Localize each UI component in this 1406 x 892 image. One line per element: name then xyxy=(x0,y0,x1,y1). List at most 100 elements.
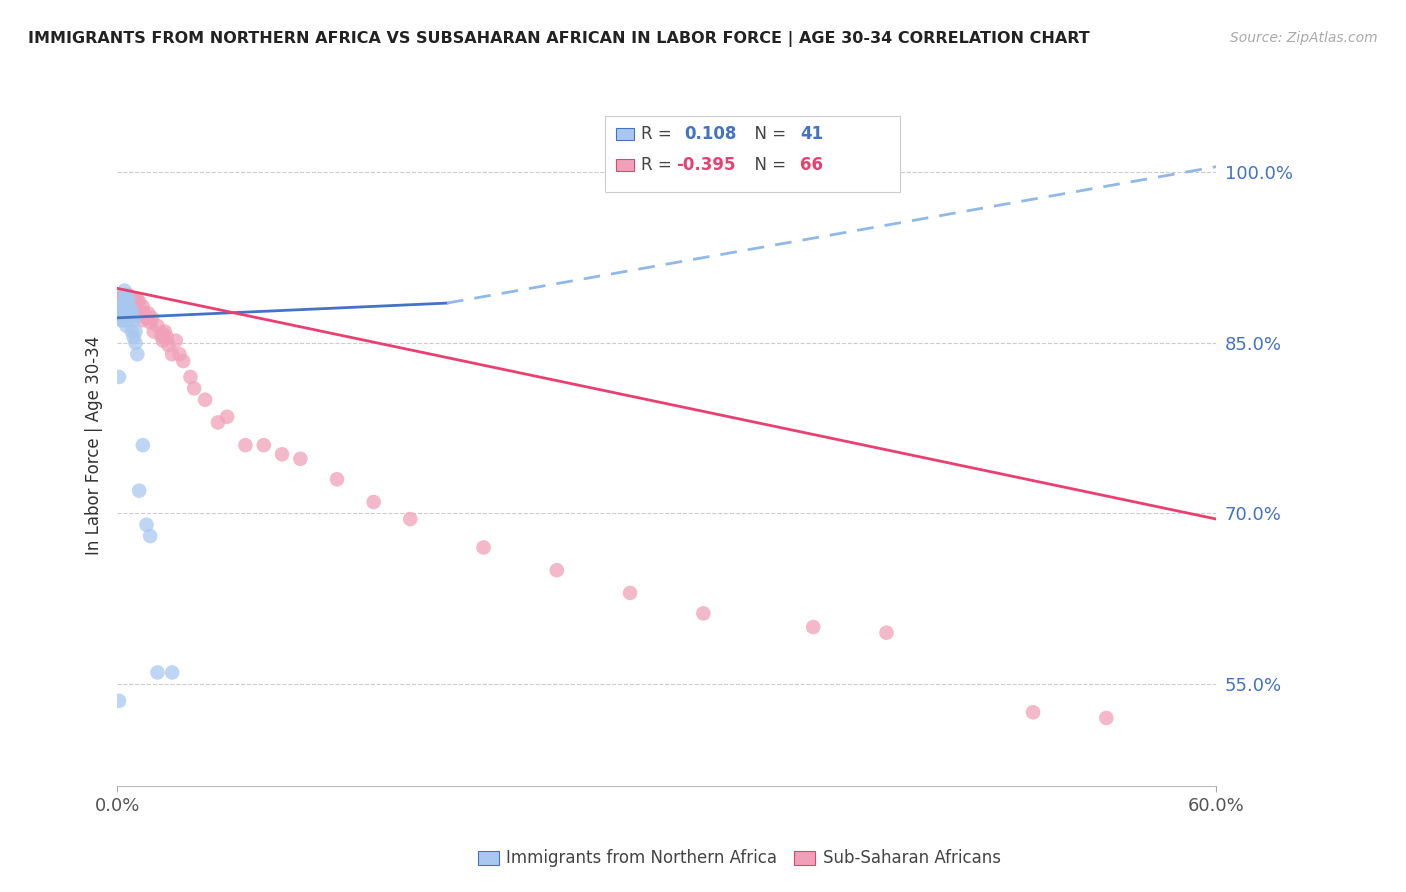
Point xyxy=(124,308,146,322)
Point xyxy=(160,347,183,361)
Text: 0.108: 0.108 xyxy=(685,125,737,143)
Point xyxy=(117,301,139,316)
Point xyxy=(134,306,156,320)
Point xyxy=(115,288,138,302)
Point xyxy=(111,308,134,322)
Point xyxy=(253,438,276,452)
Point xyxy=(132,438,155,452)
Point xyxy=(122,295,145,310)
Text: N =: N = xyxy=(744,125,792,143)
Point xyxy=(235,438,257,452)
Text: 66: 66 xyxy=(800,156,823,174)
Point xyxy=(172,354,194,368)
Point xyxy=(801,620,824,634)
Point xyxy=(128,295,150,310)
Point xyxy=(118,290,141,304)
Point xyxy=(110,313,132,327)
Point xyxy=(152,334,174,348)
Point xyxy=(114,313,136,327)
Point xyxy=(115,313,138,327)
Point xyxy=(114,293,136,307)
Point xyxy=(136,306,159,320)
Point xyxy=(117,296,139,310)
Point xyxy=(141,310,163,325)
Point xyxy=(179,370,201,384)
Text: Source: ZipAtlas.com: Source: ZipAtlas.com xyxy=(1230,31,1378,45)
Point xyxy=(118,301,141,316)
Point xyxy=(121,290,143,304)
Point xyxy=(135,517,157,532)
Point xyxy=(114,304,136,318)
Point xyxy=(111,298,134,312)
Point xyxy=(114,308,136,322)
Text: -0.395: -0.395 xyxy=(676,156,735,174)
Point xyxy=(472,541,495,555)
Point xyxy=(399,512,422,526)
Point xyxy=(127,304,149,318)
Point xyxy=(124,335,146,350)
Point xyxy=(1095,711,1118,725)
Point xyxy=(132,300,155,314)
Point xyxy=(115,297,138,311)
Point xyxy=(114,284,136,298)
Point xyxy=(115,306,138,320)
Point xyxy=(271,447,294,461)
Point xyxy=(111,304,134,318)
Text: 41: 41 xyxy=(800,125,823,143)
Point xyxy=(108,290,131,304)
Y-axis label: In Labor Force | Age 30-34: In Labor Force | Age 30-34 xyxy=(86,335,103,555)
Point xyxy=(121,300,143,314)
Point xyxy=(118,301,141,316)
Point xyxy=(110,293,132,307)
Point xyxy=(363,495,385,509)
Text: N =: N = xyxy=(744,156,792,174)
Point xyxy=(139,315,162,329)
Point xyxy=(194,392,217,407)
Point xyxy=(118,308,141,322)
Point xyxy=(876,625,898,640)
Point xyxy=(115,288,138,302)
Point xyxy=(111,288,134,302)
Text: R =: R = xyxy=(641,125,682,143)
Point xyxy=(124,325,146,339)
Point xyxy=(115,308,138,322)
Point xyxy=(115,293,138,307)
Point xyxy=(114,290,136,304)
Point xyxy=(1022,706,1045,720)
Point xyxy=(217,409,239,424)
Point xyxy=(152,326,174,341)
Point xyxy=(183,381,205,395)
Point xyxy=(115,318,138,333)
Point xyxy=(122,313,145,327)
Text: IMMIGRANTS FROM NORTHERN AFRICA VS SUBSAHARAN AFRICAN IN LABOR FORCE | AGE 30-34: IMMIGRANTS FROM NORTHERN AFRICA VS SUBSA… xyxy=(28,31,1090,47)
Point xyxy=(110,301,132,316)
Point xyxy=(117,290,139,304)
Point xyxy=(169,347,191,361)
Point xyxy=(150,329,173,343)
Point xyxy=(127,347,149,361)
Point xyxy=(619,586,641,600)
Point xyxy=(326,472,349,486)
Point xyxy=(121,325,143,339)
Point xyxy=(108,370,131,384)
Point xyxy=(115,301,138,316)
Point xyxy=(157,338,180,352)
Point xyxy=(146,318,169,333)
Point xyxy=(117,313,139,327)
Point xyxy=(124,293,146,307)
Point xyxy=(115,296,138,310)
Point xyxy=(135,310,157,325)
Point xyxy=(153,325,176,339)
Point xyxy=(117,306,139,320)
Point xyxy=(146,665,169,680)
Point xyxy=(142,325,165,339)
Point xyxy=(114,300,136,314)
Point xyxy=(124,298,146,312)
Point xyxy=(122,306,145,320)
Point xyxy=(132,313,155,327)
Point xyxy=(117,288,139,302)
Point xyxy=(128,483,150,498)
Point xyxy=(110,301,132,316)
Point xyxy=(546,563,568,577)
Point xyxy=(156,330,179,344)
